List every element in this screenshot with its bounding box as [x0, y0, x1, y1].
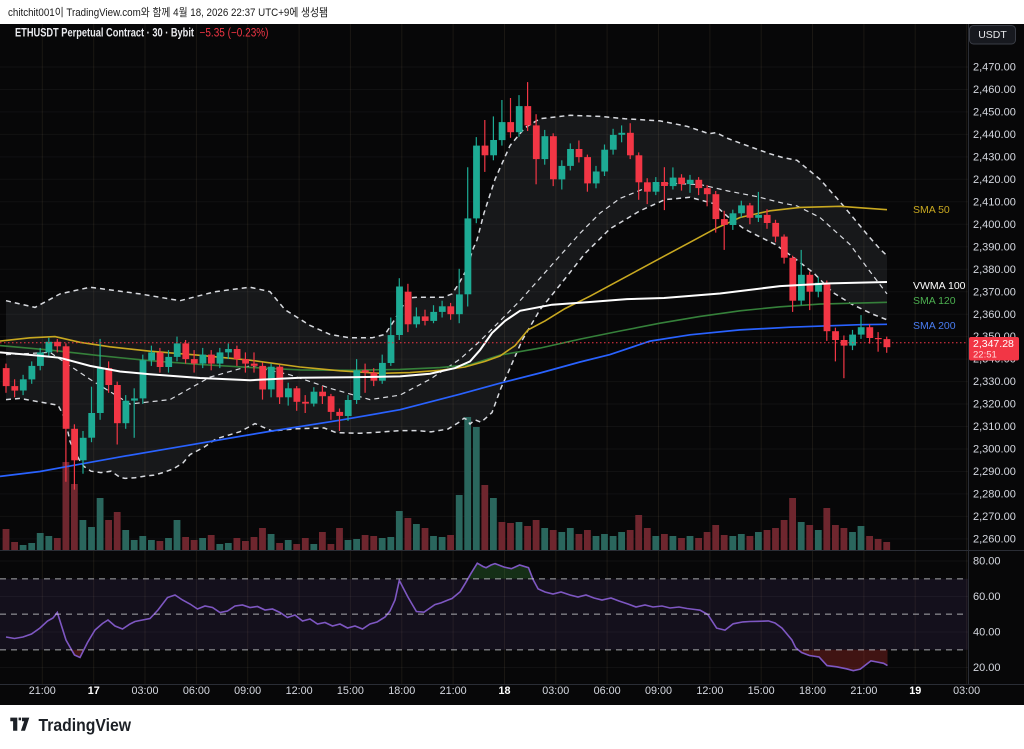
- svg-text:18: 18: [498, 685, 510, 697]
- svg-text:19: 19: [909, 685, 921, 697]
- svg-text:2,270.00: 2,270.00: [973, 511, 1016, 523]
- svg-text:2,310.00: 2,310.00: [973, 421, 1016, 433]
- svg-text:21:00: 21:00: [440, 685, 467, 697]
- svg-text:2,450.00: 2,450.00: [973, 107, 1016, 119]
- svg-text:60.00: 60.00: [973, 591, 1001, 603]
- svg-text:2,400.00: 2,400.00: [973, 219, 1016, 231]
- svg-text:03:00: 03:00: [542, 685, 569, 697]
- svg-text:20.00: 20.00: [973, 662, 1001, 674]
- svg-text:18:00: 18:00: [388, 685, 415, 697]
- svg-text:SMA 50: SMA 50: [913, 204, 950, 216]
- svg-text:SMA 120: SMA 120: [913, 295, 956, 307]
- svg-text:USDT: USDT: [978, 29, 1007, 41]
- svg-text:VWMA 100: VWMA 100: [913, 280, 966, 292]
- svg-text:−5.35 (−0.23%): −5.35 (−0.23%): [200, 28, 269, 40]
- svg-text:2,390.00: 2,390.00: [973, 241, 1016, 253]
- svg-text:80.00: 80.00: [973, 556, 1001, 568]
- svg-text:chitchit001이 TradingView.com와: chitchit001이 TradingView.com와 함께 4월 18, …: [8, 6, 328, 19]
- svg-text:2,320.00: 2,320.00: [973, 399, 1016, 411]
- svg-text:2,360.00: 2,360.00: [973, 309, 1016, 321]
- svg-text:40.00: 40.00: [973, 627, 1001, 639]
- svg-text:2,347.28: 2,347.28: [973, 338, 1014, 350]
- svg-text:06:00: 06:00: [594, 685, 621, 697]
- svg-text:18:00: 18:00: [799, 685, 826, 697]
- svg-text:03:00: 03:00: [953, 685, 980, 697]
- svg-text:09:00: 09:00: [234, 685, 261, 697]
- svg-text:2,300.00: 2,300.00: [973, 444, 1016, 456]
- svg-text:06:00: 06:00: [183, 685, 210, 697]
- svg-text:2,440.00: 2,440.00: [973, 129, 1016, 141]
- svg-text:15:00: 15:00: [337, 685, 364, 697]
- svg-text:15:00: 15:00: [748, 685, 775, 697]
- svg-text:2,430.00: 2,430.00: [973, 152, 1016, 164]
- svg-text:2,460.00: 2,460.00: [973, 84, 1016, 96]
- svg-text:2,260.00: 2,260.00: [973, 534, 1016, 546]
- svg-text:03:00: 03:00: [131, 685, 158, 697]
- svg-text:22:51: 22:51: [973, 350, 997, 361]
- svg-text:2,420.00: 2,420.00: [973, 174, 1016, 186]
- svg-text:09:00: 09:00: [645, 685, 672, 697]
- svg-text:2,290.00: 2,290.00: [973, 466, 1016, 478]
- svg-text:17: 17: [88, 685, 100, 697]
- svg-text:2,410.00: 2,410.00: [973, 196, 1016, 208]
- svg-text:TradingView: TradingView: [39, 715, 132, 735]
- svg-text:2,330.00: 2,330.00: [973, 376, 1016, 388]
- svg-text:SMA 200: SMA 200: [913, 320, 956, 332]
- svg-text:2,380.00: 2,380.00: [973, 264, 1016, 276]
- svg-text:21:00: 21:00: [29, 685, 56, 697]
- svg-text:12:00: 12:00: [286, 685, 313, 697]
- svg-text:2,280.00: 2,280.00: [973, 489, 1016, 501]
- svg-text:ETHUSDT Perpetual Contract · 3: ETHUSDT Perpetual Contract · 30 · Bybit: [15, 28, 194, 40]
- svg-text:12:00: 12:00: [696, 685, 723, 697]
- svg-text:2,470.00: 2,470.00: [973, 62, 1016, 74]
- svg-text:2,370.00: 2,370.00: [973, 286, 1016, 298]
- svg-text:21:00: 21:00: [850, 685, 877, 697]
